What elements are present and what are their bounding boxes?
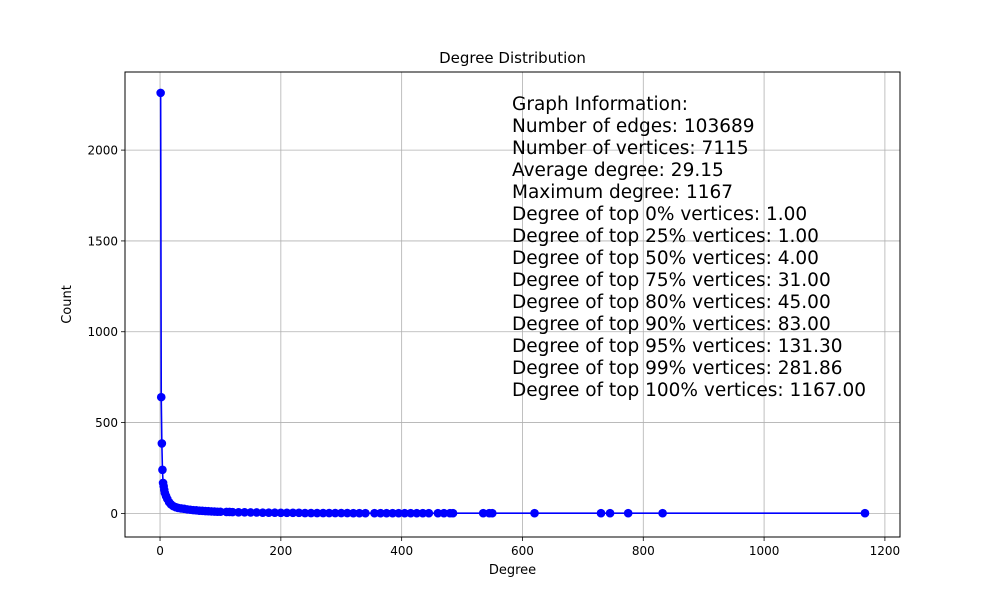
data-point <box>448 508 458 518</box>
data-point <box>276 508 286 518</box>
annotation-line: Maximum degree: 1167 <box>512 182 733 203</box>
data-point <box>330 508 340 518</box>
data-point <box>530 508 539 518</box>
data-point <box>361 508 370 518</box>
data-point <box>252 508 261 517</box>
grid-layer <box>125 72 900 537</box>
data-point <box>406 508 416 518</box>
data-point <box>388 508 397 518</box>
data-point <box>270 508 280 517</box>
data-point <box>596 508 606 518</box>
data-point <box>487 508 497 518</box>
data-point <box>355 508 364 518</box>
y-tick-label: 0 <box>110 507 118 521</box>
data-point <box>370 508 379 518</box>
x-axis-label: Degree <box>489 563 536 578</box>
annotation-line: Degree of top 50% vertices: 4.00 <box>512 248 819 269</box>
x-tick-label: 1200 <box>870 544 901 558</box>
data-point <box>342 508 352 518</box>
data-point <box>234 507 243 517</box>
data-point <box>294 508 304 518</box>
data-point <box>156 392 166 402</box>
annotation-line: Number of vertices: 7115 <box>512 138 749 159</box>
data-point <box>336 508 346 518</box>
data-point <box>382 508 391 518</box>
data-point <box>216 507 225 517</box>
data-point <box>424 508 434 518</box>
y-axis-label: Count <box>60 285 75 324</box>
data-point <box>349 508 358 518</box>
data-point <box>306 508 316 518</box>
data-point <box>324 508 334 518</box>
x-tick-label: 1000 <box>749 544 780 558</box>
annotation-line: Number of edges: 103689 <box>512 116 755 137</box>
chart-title: Degree Distribution <box>439 49 586 67</box>
x-tick-label: 0 <box>156 544 164 558</box>
data-point <box>860 508 870 518</box>
annotation-line: Average degree: 29.15 <box>512 160 724 181</box>
data-point <box>412 508 422 518</box>
data-point <box>228 507 237 517</box>
data-point <box>240 507 249 517</box>
data-point <box>439 508 449 518</box>
annotation-line: Degree of top 100% vertices: 1167.00 <box>512 380 866 401</box>
data-point <box>282 508 292 518</box>
annotation-line: Degree of top 99% vertices: 281.86 <box>512 358 843 379</box>
annotation-line: Degree of top 95% vertices: 131.30 <box>512 336 843 357</box>
data-point <box>157 439 167 448</box>
data-point <box>394 508 403 518</box>
data-point <box>623 508 633 518</box>
data-point <box>158 465 167 475</box>
tick-layer: 0 200 400 600 800 1000 1200 0 500 1000 1500 2000 <box>87 144 900 558</box>
data-point <box>376 508 385 518</box>
annotation-line: Degree of top 0% vertices: 1.00 <box>512 204 807 225</box>
x-tick-label: 200 <box>269 544 292 558</box>
annotation-line: Degree of top 90% vertices: 83.00 <box>512 314 831 335</box>
annotation-line: Degree of top 80% vertices: 45.00 <box>512 292 831 313</box>
data-point <box>288 508 298 518</box>
plot-area-frame <box>124 71 901 538</box>
data-point <box>246 508 255 517</box>
y-tick-label: 1500 <box>87 234 118 248</box>
x-tick-label: 600 <box>511 544 534 558</box>
data-point <box>418 508 428 518</box>
x-tick-label: 400 <box>390 544 413 558</box>
data-point <box>318 508 328 518</box>
data-point <box>658 508 667 518</box>
x-tick-label: 800 <box>632 544 655 558</box>
data-point <box>433 508 443 518</box>
data-point <box>400 508 409 518</box>
series-layer <box>156 88 870 518</box>
data-point <box>478 508 488 518</box>
y-tick-label: 2000 <box>87 144 118 158</box>
data-point <box>156 88 165 98</box>
data-point <box>264 508 274 517</box>
annotation-heading: Graph Information: <box>512 94 688 115</box>
y-tick-label: 1000 <box>87 325 118 339</box>
annotation-line: Degree of top 25% vertices: 1.00 <box>512 226 819 247</box>
graph-information-annotation: Graph Information:Number of edges: 10368… <box>512 94 866 401</box>
y-tick-label: 500 <box>95 416 118 430</box>
data-point <box>258 508 268 517</box>
annotation-line: Degree of top 75% vertices: 31.00 <box>512 270 831 291</box>
data-point <box>605 508 615 518</box>
data-point <box>312 508 322 518</box>
data-point <box>300 508 310 518</box>
